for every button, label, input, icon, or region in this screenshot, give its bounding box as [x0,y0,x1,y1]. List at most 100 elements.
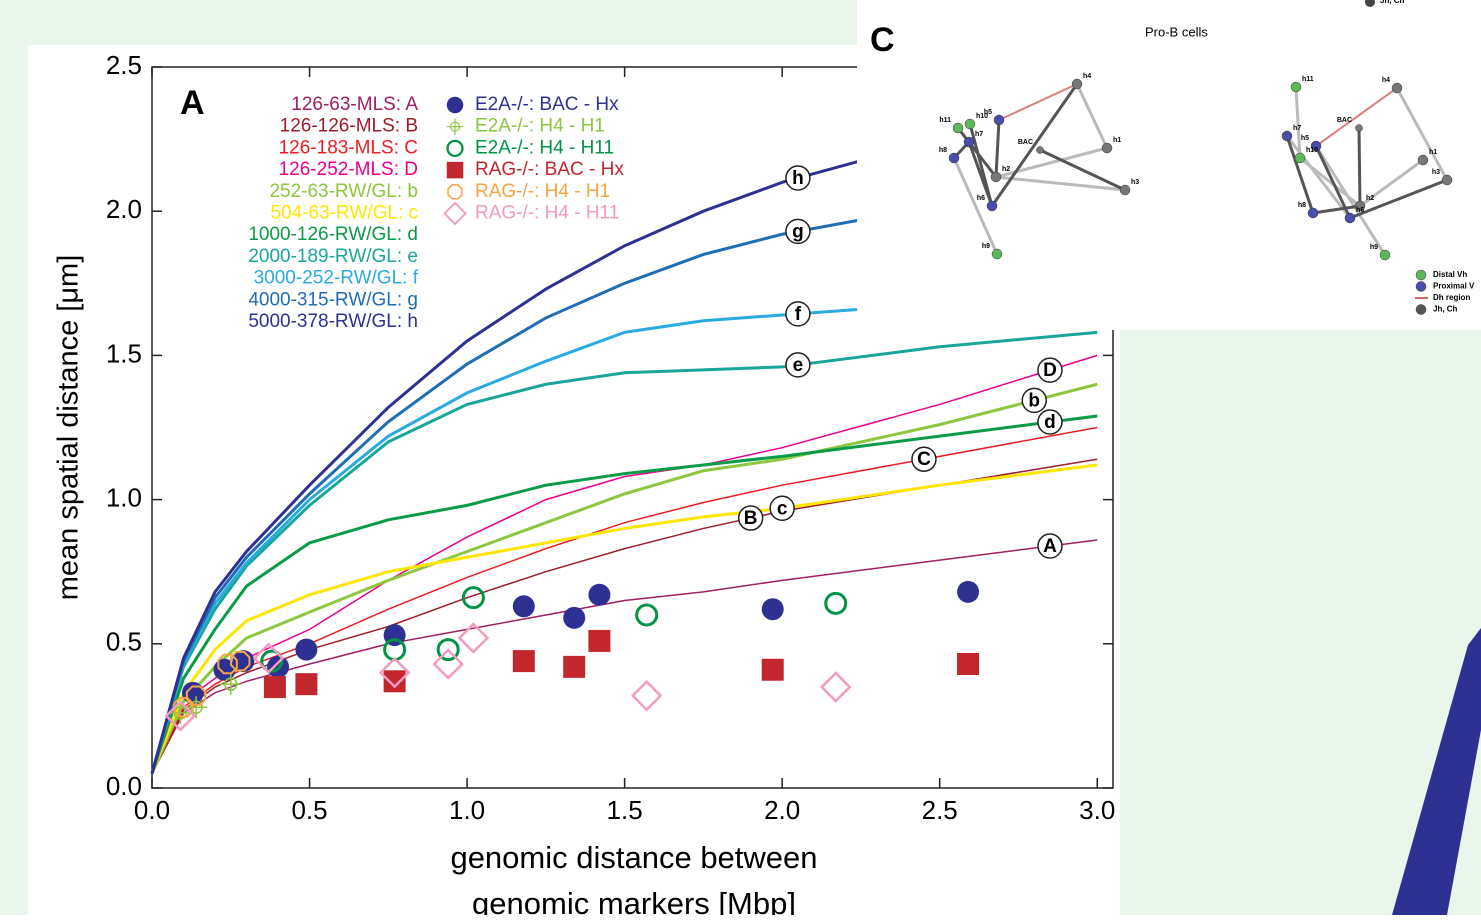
legend-label: 504-63-RW/GL: c [271,203,418,224]
marker [446,118,464,135]
legend-label: 2000-189-RW/GL: e [248,246,418,267]
x-tick-label: 0.5 [291,795,327,825]
edge [1315,87,1398,147]
edge [1299,156,1361,208]
curve-label: B [744,508,758,529]
edge [1312,204,1361,215]
curve-label: D [1043,360,1057,381]
x-tick-label: 3.0 [1079,795,1115,825]
curve-label: C [917,449,931,470]
y-tick-label: 0.0 [106,771,142,801]
node [1354,200,1366,212]
marker [824,591,848,615]
panel-label: A [180,84,205,122]
curve-label: c [777,498,788,519]
edge [1349,178,1448,220]
curve [150,414,1098,775]
node-label: BAC [1337,117,1352,124]
x-tick-label: 1.0 [449,795,485,825]
marker [447,184,463,200]
marker [512,650,535,673]
node-label: h1 [1113,137,1121,144]
edge [1039,148,1126,192]
node [1101,142,1113,154]
x-tick-label: 2.5 [922,795,958,825]
node-label: h6 [1356,207,1364,214]
curve-label: g [792,221,804,242]
curve-label-badge [769,495,795,522]
curve-label: h [792,168,804,189]
marker [436,638,460,662]
node-label: h5 [1301,135,1309,142]
marker [588,583,611,606]
edge [952,157,999,255]
y-tick-label: 1.5 [106,338,142,368]
node-label: h7 [975,131,983,138]
legend-label: Dh region [1433,293,1470,302]
node-label: h6 [977,195,985,202]
edge [1285,135,1315,214]
marker [446,96,464,114]
node [1281,130,1293,142]
marker [563,655,586,678]
node-label: h9 [1370,244,1378,251]
node [1071,78,1083,90]
legend-node [1365,0,1375,7]
curve-label: b [1028,390,1040,411]
legend-label: Distal Vh [1433,270,1467,279]
node [986,200,998,212]
marker [957,652,980,675]
legend-label: 252-63-RW/GL: b [269,181,418,202]
node-label: h10 [1306,147,1318,154]
node [1307,207,1319,219]
x-tick-label: 2.0 [764,795,800,825]
marker [446,161,464,179]
legend-label: 1000-126-RW/GL: d [248,224,418,245]
y-tick-label: 1.0 [106,482,142,512]
marker [819,671,852,703]
edge [1359,158,1424,208]
node [1294,152,1306,164]
node-label: h4 [1382,77,1390,84]
node [1355,124,1363,132]
node-label: h2 [1366,195,1374,202]
edge [990,83,1079,207]
edge [967,141,994,207]
node [952,122,964,134]
marker [761,598,784,621]
legend-label: E2A-/-: BAC - Hx [475,94,619,115]
curve-label-badge [785,165,811,191]
node [990,171,1002,183]
curve-label-badge [1037,357,1063,383]
legend-label: 4000-315-RW/GL: g [248,289,418,310]
edge [1075,83,1109,149]
plot: 0.0 0.5 1.0 1.5 2.0 2.5 3.0 0.0 0.5 1.0 1.5 2.0 2.5 m… [53,50,1116,920]
node-label: h3 [1432,169,1440,176]
legend-label: E2A-/-: H4 - H1 [475,116,605,137]
marker [512,595,535,618]
node-label: h8 [1298,202,1306,209]
legend-key [1415,269,1427,281]
node-label: h1 [1429,149,1437,156]
legend-label: Proximal V [1433,282,1475,291]
node [948,152,960,164]
marker [169,702,192,725]
curve [150,290,1098,774]
y-tick-label: 0.5 [106,627,142,657]
curve [150,330,1098,775]
edge [994,119,1001,178]
marker [219,673,242,696]
curve [150,180,1098,774]
node [964,118,976,130]
curve-label-badge [1037,533,1063,559]
marker [761,658,784,681]
legend-key [1415,304,1427,315]
y-tick-label: 2.0 [106,194,142,224]
marker [295,673,318,696]
marker [563,606,586,629]
legend-label: 5000-378-RW/GL: h [248,311,418,332]
marker [383,670,406,693]
node [1036,146,1044,154]
marker [446,139,464,158]
legend-label: 126-183-MLS: C [279,137,418,158]
